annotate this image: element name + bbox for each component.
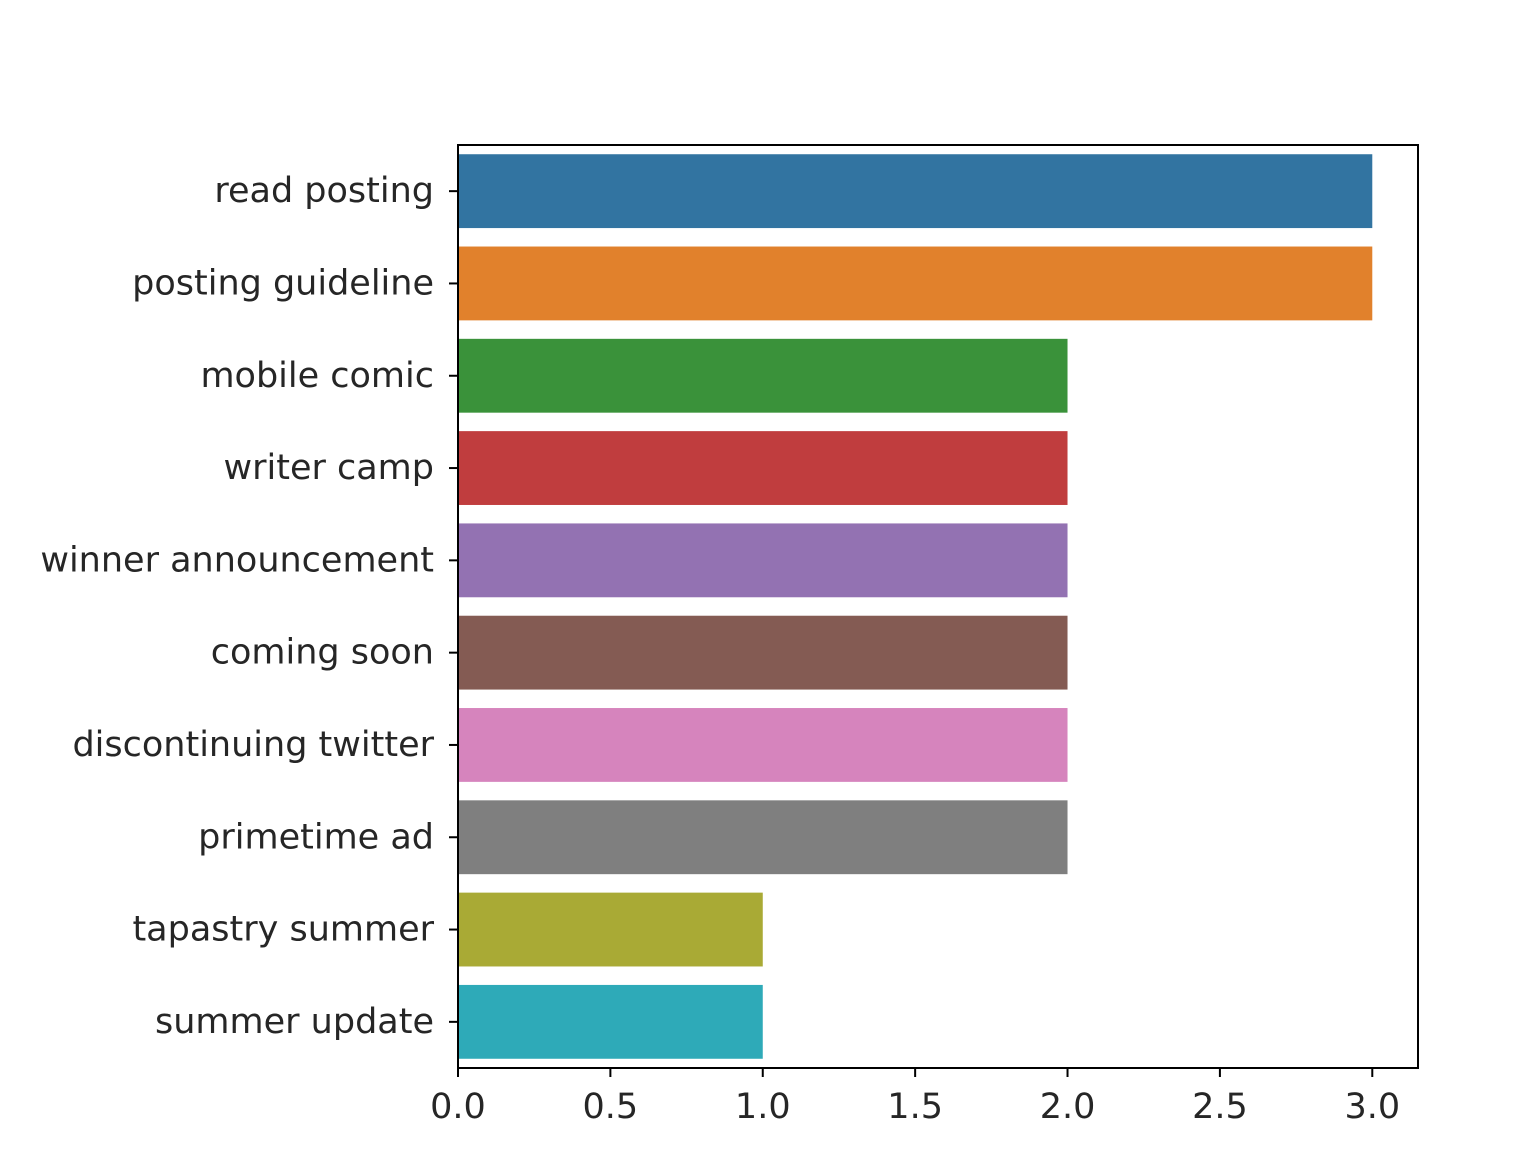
x-tick-label: 0.5 [583, 1087, 639, 1127]
x-tick-label: 1.0 [735, 1087, 791, 1127]
bar-6 [458, 708, 1068, 782]
y-axis: read posting posting guideline mobile comi… [40, 171, 458, 1042]
y-tick-label: read posting [214, 171, 434, 211]
x-tick-label: 0.0 [430, 1087, 486, 1127]
bar-2 [458, 338, 1068, 413]
x-tick-label: 2.5 [1192, 1087, 1248, 1127]
y-tick-label: discontinuing twitter [72, 725, 434, 765]
plot-frame [457, 144, 1419, 1069]
bar-7 [458, 800, 1068, 875]
bars-layer [458, 154, 1373, 1059]
bar-1 [458, 246, 1373, 321]
y-tick-label: primetime ad [198, 817, 434, 857]
bar-0 [458, 154, 1373, 229]
x-tick-label: 2.0 [1040, 1087, 1096, 1127]
y-tick-label: tapastry summer [132, 910, 434, 950]
x-axis: 0.0 0.5 1.0 1.5 2.0 2.5 3.0 [430, 1068, 1400, 1127]
y-tick-label: writer camp [223, 448, 434, 488]
y-tick-label: coming soon [211, 633, 434, 673]
bar-9 [458, 984, 763, 1059]
bar-8 [458, 892, 763, 967]
x-tick-label: 1.5 [887, 1087, 943, 1127]
y-tick-label: winner announcement [40, 540, 434, 580]
x-tick-label: 3.0 [1344, 1087, 1400, 1127]
y-tick-label: posting guideline [132, 263, 434, 303]
bar-3 [458, 431, 1068, 505]
bar-5 [458, 615, 1068, 690]
y-tick-label: mobile comic [200, 356, 434, 396]
y-tick-label: summer update [155, 1002, 434, 1042]
bar-4 [458, 523, 1068, 598]
